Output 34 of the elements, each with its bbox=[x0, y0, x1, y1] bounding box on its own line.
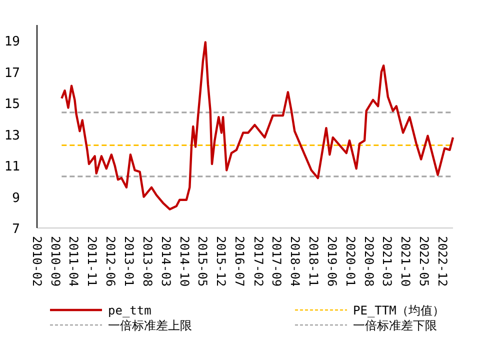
x-tick-label: 2015-05 bbox=[196, 236, 210, 287]
x-tick-label: 2016-07 bbox=[232, 236, 247, 287]
x-tick-label: 2018-04 bbox=[288, 236, 302, 287]
x-tick-label: 2022-05 bbox=[417, 236, 432, 287]
y-tick-label: 9 bbox=[12, 190, 20, 206]
x-tick-label: 2010-02 bbox=[30, 236, 44, 287]
x-tick-label: 2018-11 bbox=[306, 236, 320, 287]
legend-label: 一倍标准差上限 bbox=[108, 318, 192, 332]
x-tick-label: 2021-10 bbox=[398, 236, 413, 287]
y-tick-label: 15 bbox=[4, 97, 20, 112]
legend-label: pe_ttm bbox=[108, 304, 152, 318]
x-tick-label: 2022-12 bbox=[436, 236, 450, 287]
x-tick-label: 2020-08 bbox=[362, 236, 376, 287]
x-tick-label: 2017-02 bbox=[251, 236, 266, 287]
x-tick-label: 2021-03 bbox=[380, 236, 394, 287]
x-tick-label: 2020-01 bbox=[343, 236, 358, 287]
x-tick-label: 2013-01 bbox=[122, 236, 136, 287]
y-tick-label: 17 bbox=[4, 66, 20, 81]
x-tick-label: 2017-09 bbox=[270, 236, 284, 287]
y-tick-label: 13 bbox=[4, 128, 20, 144]
y-tick-label: 19 bbox=[4, 34, 20, 50]
y-tick-label: 7 bbox=[12, 222, 20, 237]
x-tick-label: 2011-04 bbox=[66, 236, 81, 287]
y-tick-label: 11 bbox=[4, 160, 20, 175]
x-tick-label: 2019-06 bbox=[324, 236, 339, 287]
x-tick-label: 2010-09 bbox=[48, 236, 62, 287]
x-tick-label: 2013-08 bbox=[140, 236, 155, 287]
legend-label: PE_TTM（均值） bbox=[353, 304, 444, 318]
x-tick-label: 2011-11 bbox=[85, 236, 100, 287]
x-tick-label: 2014-10 bbox=[177, 236, 192, 287]
x-tick-label: 2012-06 bbox=[104, 236, 118, 287]
x-tick-label: 2014-03 bbox=[158, 236, 173, 287]
x-tick-label: 2015-12 bbox=[214, 236, 228, 287]
legend-label: 一倍标准差下限 bbox=[353, 318, 437, 332]
